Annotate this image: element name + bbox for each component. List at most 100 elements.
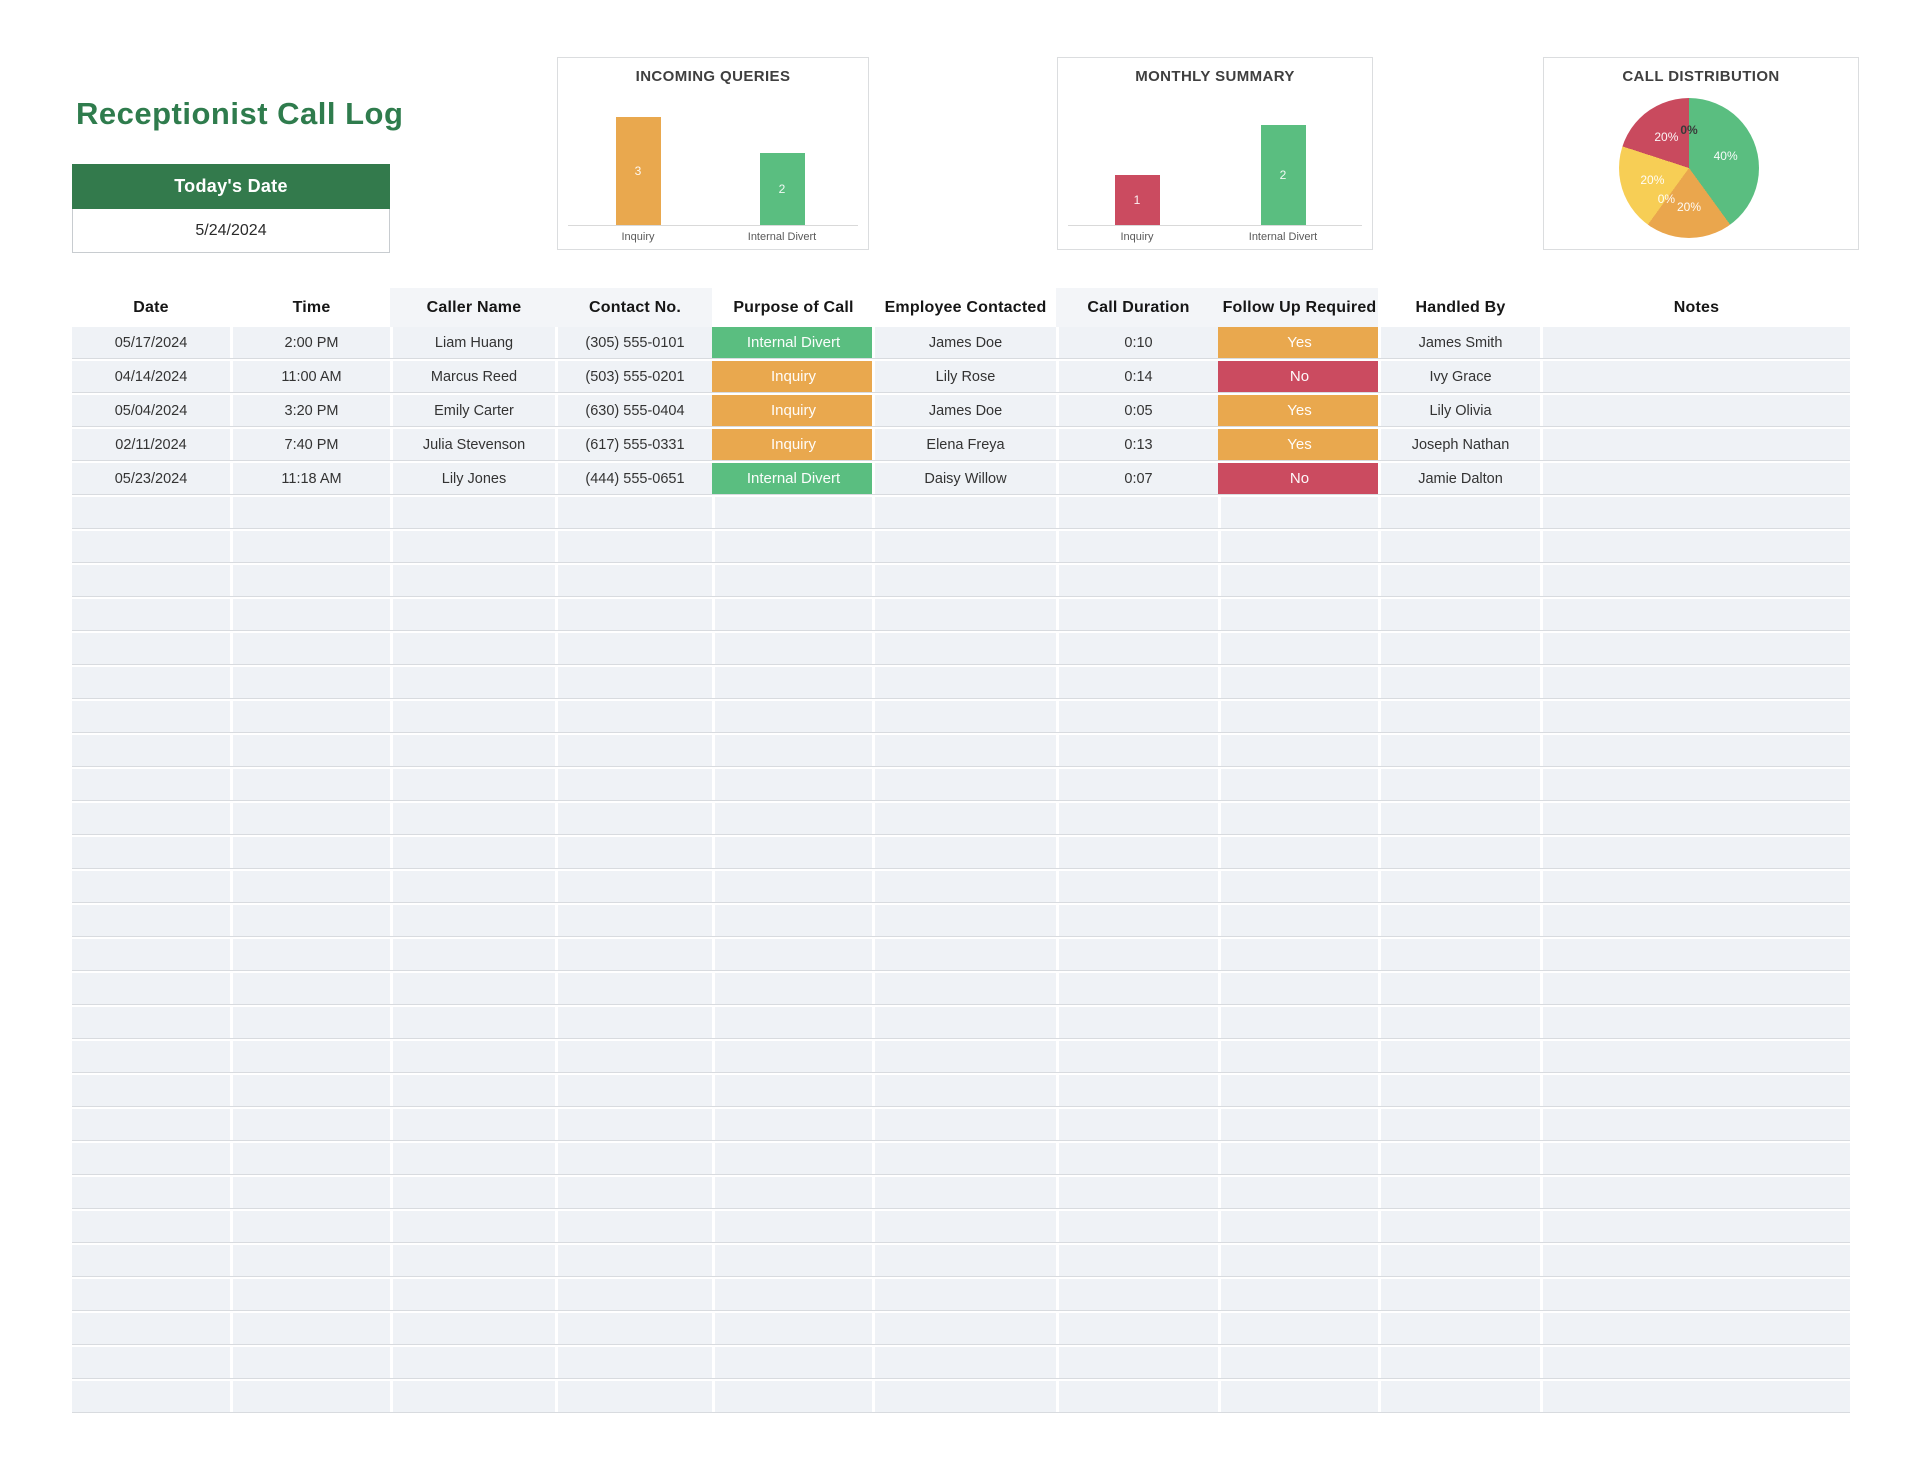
empty-cell[interactable] [1218,1007,1378,1038]
employee-cell[interactable]: Elena Freya [872,429,1056,460]
empty-cell[interactable] [872,1245,1056,1276]
header-time[interactable]: Time [292,298,331,316]
follow-up-cell[interactable]: Yes [1218,395,1378,426]
empty-cell[interactable] [1540,1211,1850,1242]
empty-cell[interactable] [555,1041,712,1072]
empty-cell[interactable] [1378,633,1540,664]
empty-cell[interactable] [1218,1211,1378,1242]
empty-cell[interactable] [1218,1245,1378,1276]
empty-cell[interactable] [1056,701,1218,732]
empty-cell[interactable] [555,837,712,868]
empty-cell[interactable] [1056,803,1218,834]
empty-cell[interactable] [1218,1109,1378,1140]
empty-cell[interactable] [1056,1007,1218,1038]
empty-cell[interactable] [1540,1313,1850,1344]
incoming-queries-chart[interactable]: INCOMING QUERIES 3 Inquiry 2 Internal Diver… [557,57,869,250]
empty-cell[interactable] [1218,565,1378,596]
empty-cell[interactable] [230,1211,390,1242]
empty-cell[interactable] [712,633,872,664]
empty-cell[interactable] [390,1347,555,1378]
empty-cell[interactable] [872,769,1056,800]
notes-cell[interactable] [1540,463,1850,494]
empty-cell[interactable] [390,667,555,698]
empty-cell[interactable] [872,565,1056,596]
employee-cell[interactable]: Daisy Willow [872,463,1056,494]
empty-cell[interactable] [1540,1177,1850,1208]
time-cell[interactable]: 3:20 PM [230,395,390,426]
empty-cell[interactable] [230,1279,390,1310]
empty-cell[interactable] [390,735,555,766]
empty-cell[interactable] [230,1041,390,1072]
date-cell[interactable]: 05/23/2024 [72,463,230,494]
empty-cell[interactable] [555,565,712,596]
empty-cell[interactable] [1056,1245,1218,1276]
empty-cell[interactable] [390,803,555,834]
empty-cell[interactable] [1056,497,1218,528]
empty-cell[interactable] [872,667,1056,698]
empty-cell[interactable] [1540,633,1850,664]
empty-cell[interactable] [1218,939,1378,970]
date-cell[interactable]: 05/04/2024 [72,395,230,426]
header-notes[interactable]: Notes [1673,298,1720,316]
empty-cell[interactable] [1056,1041,1218,1072]
header-purpose-of-call[interactable]: Purpose of Call [733,298,854,316]
handled-by-cell[interactable]: Jamie Dalton [1378,463,1540,494]
empty-cell[interactable] [712,1347,872,1378]
empty-cell[interactable] [1218,1041,1378,1072]
handled-by-cell[interactable]: James Smith [1378,327,1540,358]
empty-cell[interactable] [390,1279,555,1310]
empty-cell[interactable] [390,905,555,936]
caller-cell[interactable]: Marcus Reed [390,361,555,392]
empty-cell[interactable] [1540,939,1850,970]
empty-cell[interactable] [712,1075,872,1106]
empty-cell[interactable] [230,1177,390,1208]
empty-cell[interactable] [72,1007,230,1038]
empty-cell[interactable] [555,1143,712,1174]
empty-cell[interactable] [390,531,555,562]
empty-cell[interactable] [555,1245,712,1276]
empty-cell[interactable] [72,531,230,562]
purpose-cell[interactable]: Inquiry [712,429,872,460]
monthly-summary-chart[interactable]: MONTHLY SUMMARY 1 Inquiry 2 Internal Divert [1057,57,1373,250]
follow-up-cell[interactable]: Yes [1218,327,1378,358]
empty-cell[interactable] [1218,837,1378,868]
empty-cell[interactable] [1056,735,1218,766]
empty-cell[interactable] [555,1313,712,1344]
empty-cell[interactable] [1378,1007,1540,1038]
empty-cell[interactable] [1218,1347,1378,1378]
empty-cell[interactable] [872,871,1056,902]
empty-cell[interactable] [712,667,872,698]
caller-cell[interactable]: Liam Huang [390,327,555,358]
empty-cell[interactable] [712,1177,872,1208]
empty-cell[interactable] [872,1211,1056,1242]
empty-cell[interactable] [72,939,230,970]
empty-cell[interactable] [712,701,872,732]
empty-cell[interactable] [555,1381,712,1412]
duration-cell[interactable]: 0:14 [1056,361,1218,392]
empty-cell[interactable] [712,803,872,834]
header-contact-no[interactable]: Contact No. [589,298,681,316]
empty-cell[interactable] [555,701,712,732]
contact-cell[interactable]: (305) 555-0101 [555,327,712,358]
empty-cell[interactable] [72,1109,230,1140]
empty-cell[interactable] [230,939,390,970]
empty-cell[interactable] [712,735,872,766]
empty-cell[interactable] [72,1075,230,1106]
empty-cell[interactable] [1218,667,1378,698]
empty-cell[interactable] [72,701,230,732]
empty-cell[interactable] [555,1007,712,1038]
empty-cell[interactable] [1056,565,1218,596]
empty-cell[interactable] [1540,905,1850,936]
empty-cell[interactable] [872,1347,1056,1378]
empty-cell[interactable] [555,1109,712,1140]
empty-cell[interactable] [390,701,555,732]
empty-cell[interactable] [1540,497,1850,528]
empty-cell[interactable] [1056,1109,1218,1140]
empty-cell[interactable] [1540,1347,1850,1378]
empty-cell[interactable] [390,565,555,596]
notes-cell[interactable] [1540,395,1850,426]
empty-cell[interactable] [230,905,390,936]
empty-cell[interactable] [1218,531,1378,562]
empty-cell[interactable] [1378,599,1540,630]
empty-cell[interactable] [872,1177,1056,1208]
